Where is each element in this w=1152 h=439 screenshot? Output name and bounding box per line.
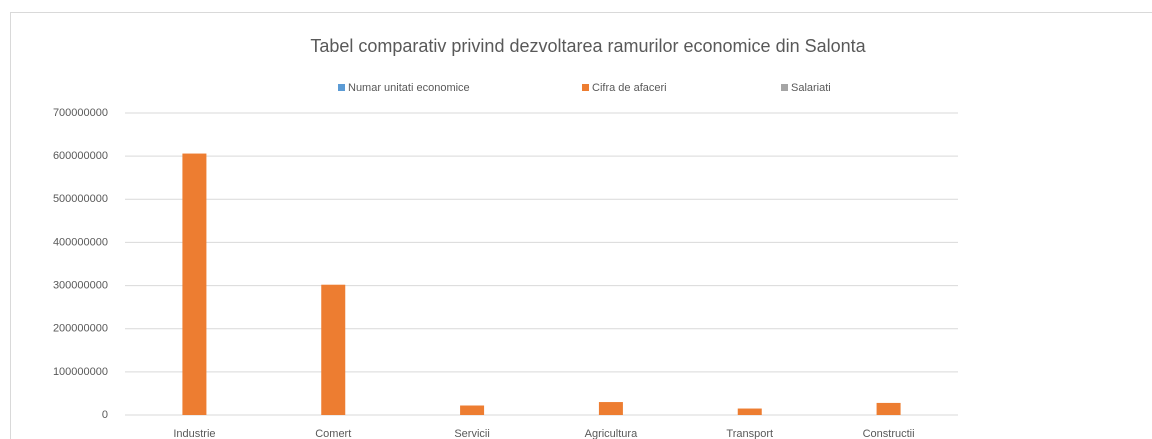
legend-swatch xyxy=(781,84,788,91)
y-tick-label: 100000000 xyxy=(53,366,108,378)
x-tick-label: Servicii xyxy=(454,428,489,439)
x-tick-label: Comert xyxy=(315,428,351,439)
chart-title: Tabel comparativ privind dezvoltarea ram… xyxy=(310,36,866,56)
y-tick-label: 0 xyxy=(102,409,108,421)
legend-label: Cifra de afaceri xyxy=(592,82,667,94)
bar xyxy=(598,402,623,415)
bar xyxy=(182,153,207,415)
x-tick-label: Transport xyxy=(726,428,773,439)
y-tick-label: 500000000 xyxy=(53,193,108,205)
y-tick-label: 600000000 xyxy=(53,150,108,162)
bar xyxy=(460,405,485,415)
chart-frame xyxy=(10,12,1152,439)
x-tick-label: Constructii xyxy=(863,428,915,439)
bar xyxy=(737,408,762,415)
legend-label: Salariati xyxy=(791,82,831,94)
x-tick-label: Industrie xyxy=(173,428,215,439)
bar xyxy=(321,284,346,415)
bar xyxy=(876,402,901,415)
y-tick-label: 300000000 xyxy=(53,279,108,291)
legend-label: Numar unitati economice xyxy=(348,82,470,94)
legend-swatch xyxy=(338,84,345,91)
y-tick-label: 700000000 xyxy=(53,107,108,119)
x-tick-label: Agricultura xyxy=(585,428,638,439)
y-tick-label: 200000000 xyxy=(53,323,108,335)
y-tick-label: 400000000 xyxy=(53,236,108,248)
legend-swatch xyxy=(582,84,589,91)
